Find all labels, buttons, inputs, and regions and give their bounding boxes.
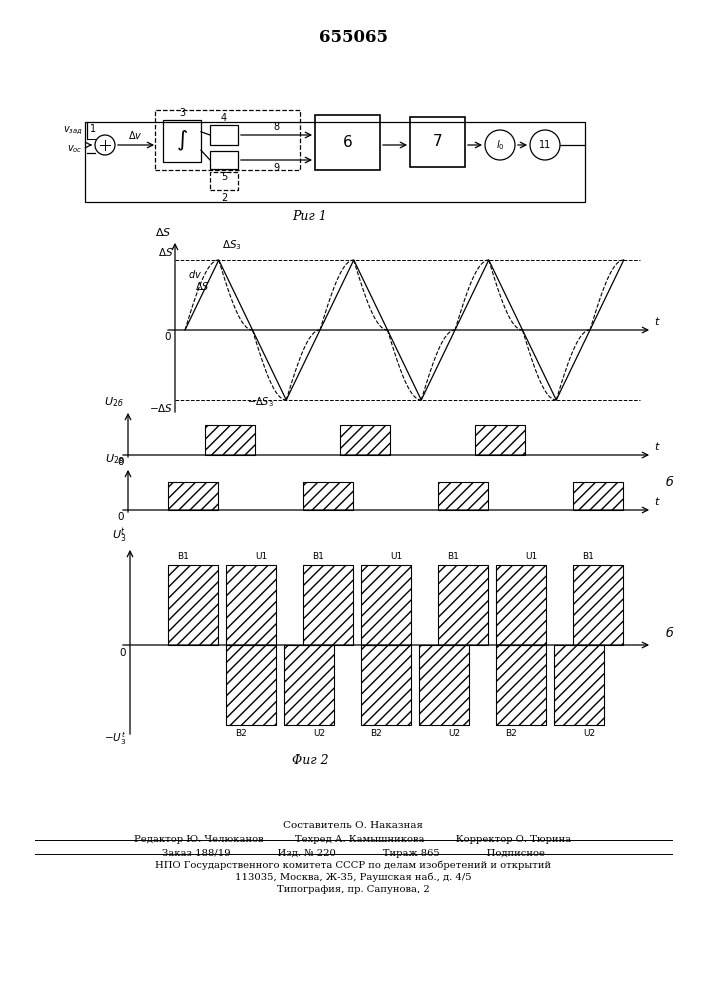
Text: B1: B1 xyxy=(312,552,324,561)
Text: $U_{2в}$: $U_{2в}$ xyxy=(105,452,124,466)
Bar xyxy=(168,482,218,510)
Text: $U_3^t$: $U_3^t$ xyxy=(112,526,126,545)
Text: $t$: $t$ xyxy=(654,315,661,327)
Bar xyxy=(155,110,300,170)
Bar xyxy=(210,172,238,190)
Bar xyxy=(496,645,546,725)
Bar xyxy=(226,565,276,645)
Text: 3: 3 xyxy=(179,108,185,118)
Bar xyxy=(361,565,411,645)
Text: $-U_3^t$: $-U_3^t$ xyxy=(104,730,126,747)
Text: 11: 11 xyxy=(539,140,551,150)
Bar xyxy=(438,565,488,645)
Bar xyxy=(303,565,353,645)
Text: B1: B1 xyxy=(447,552,459,561)
Text: $-\Delta S$: $-\Delta S$ xyxy=(149,402,173,414)
Bar xyxy=(573,565,623,645)
Text: Редактор Ю. Челюканов          Техред А. Камышникова          Корректор О. Тюрин: Редактор Ю. Челюканов Техред А. Камышник… xyxy=(134,836,572,844)
Text: 6: 6 xyxy=(343,135,352,150)
Text: U1: U1 xyxy=(390,552,402,561)
Text: $\Delta S$: $\Delta S$ xyxy=(155,226,171,238)
Text: B1: B1 xyxy=(177,552,189,561)
Text: 7: 7 xyxy=(433,134,443,149)
Bar xyxy=(210,125,238,145)
Text: U2: U2 xyxy=(313,729,325,738)
Text: $v_{зад}$: $v_{зад}$ xyxy=(63,125,83,137)
Bar xyxy=(284,645,334,725)
Text: б: б xyxy=(666,627,674,640)
Text: 113035, Москва, Ж-35, Раушская наб., д. 4/5: 113035, Москва, Ж-35, Раушская наб., д. … xyxy=(235,872,472,882)
Bar xyxy=(205,425,255,455)
Text: 4: 4 xyxy=(221,113,227,123)
Text: $\Delta S$: $\Delta S$ xyxy=(158,246,173,258)
Text: 8: 8 xyxy=(274,122,279,132)
Text: B2: B2 xyxy=(505,729,517,738)
Bar xyxy=(340,425,390,455)
Text: 0: 0 xyxy=(165,332,171,342)
Text: $t$: $t$ xyxy=(654,440,661,452)
Bar xyxy=(163,120,201,162)
Text: U1: U1 xyxy=(255,552,267,561)
Bar xyxy=(410,117,465,167)
Text: 0: 0 xyxy=(119,648,126,658)
Text: 5: 5 xyxy=(221,172,227,182)
Text: $v_{ос}$: $v_{ос}$ xyxy=(67,143,83,155)
Text: 655065: 655065 xyxy=(318,28,387,45)
Text: $dv$: $dv$ xyxy=(188,268,202,280)
Bar xyxy=(419,645,469,725)
Text: $t$: $t$ xyxy=(654,495,661,507)
Text: $\int$: $\int$ xyxy=(176,129,188,153)
Bar xyxy=(210,151,238,169)
Text: 9: 9 xyxy=(274,163,279,173)
Text: Типография, пр. Сапунова, 2: Типография, пр. Сапунова, 2 xyxy=(276,884,429,894)
Text: Заказ 188/19               Изд. № 220               Тираж 865               Подп: Заказ 188/19 Изд. № 220 Тираж 865 Подп xyxy=(161,850,544,858)
Bar xyxy=(438,482,488,510)
Text: $\Delta S$: $\Delta S$ xyxy=(195,280,209,292)
Text: U2: U2 xyxy=(448,729,460,738)
Text: 2: 2 xyxy=(221,193,227,203)
Bar xyxy=(361,645,411,725)
Text: $l_0$: $l_0$ xyxy=(496,138,504,152)
Text: U2: U2 xyxy=(583,729,595,738)
Bar xyxy=(226,645,276,725)
Text: B2: B2 xyxy=(370,729,382,738)
Text: Φиг 2: Φиг 2 xyxy=(292,754,328,766)
Bar xyxy=(573,482,623,510)
Text: B1: B1 xyxy=(582,552,594,561)
Bar xyxy=(303,482,353,510)
Bar xyxy=(475,425,525,455)
Text: Риг 1: Риг 1 xyxy=(293,211,327,224)
Text: $\Delta v$: $\Delta v$ xyxy=(128,129,142,141)
Text: НПО Государственного комитета СССР по делам изобретений и открытий: НПО Государственного комитета СССР по де… xyxy=(155,860,551,870)
Text: 1: 1 xyxy=(90,124,96,134)
Text: 0: 0 xyxy=(117,457,124,467)
Text: 0: 0 xyxy=(117,512,124,522)
Text: Составитель О. Наказная: Составитель О. Наказная xyxy=(283,822,423,830)
Text: B2: B2 xyxy=(235,729,247,738)
Bar xyxy=(496,565,546,645)
Text: $\Delta S_3$: $\Delta S_3$ xyxy=(223,238,242,252)
Text: б: б xyxy=(666,476,674,489)
Text: $U_{2б}$: $U_{2б}$ xyxy=(105,395,124,409)
Text: U1: U1 xyxy=(525,552,537,561)
Bar xyxy=(85,122,585,202)
Bar xyxy=(554,645,604,725)
Bar xyxy=(315,115,380,170)
Bar xyxy=(168,565,218,645)
Text: $-\Delta S_3$: $-\Delta S_3$ xyxy=(247,395,274,409)
